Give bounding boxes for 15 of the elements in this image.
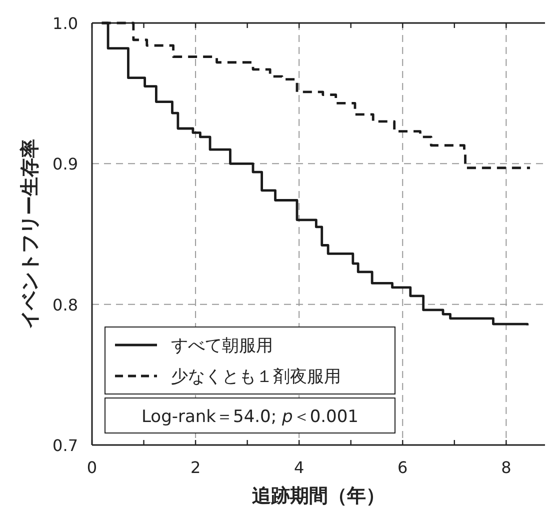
- annotation: Log-rank＝54.0; p＜0.001: [142, 407, 358, 427]
- legend-label: すべて朝服用: [171, 336, 273, 356]
- y-tick-label: 1.0: [52, 14, 78, 33]
- x-tick-label: 4: [294, 458, 304, 477]
- x-tick-label: 2: [190, 458, 201, 477]
- y-tick-label: 0.9: [52, 154, 78, 174]
- annotation: Log-rank＝54.0; p＜0.001: [104, 398, 396, 434]
- y-axis-title: イベントフリー生存率: [19, 139, 41, 329]
- x-tick-label: 8: [501, 458, 512, 477]
- x-tick-label: 6: [398, 458, 408, 477]
- y-tick-label: 0.8: [52, 295, 78, 314]
- x-axis-title: 追跡期間（年）: [251, 485, 385, 507]
- y-tick-label: 0.7: [52, 436, 78, 455]
- legend-label: 少なくとも１剤夜服用: [171, 367, 341, 387]
- x-tick-label: 0: [86, 458, 98, 477]
